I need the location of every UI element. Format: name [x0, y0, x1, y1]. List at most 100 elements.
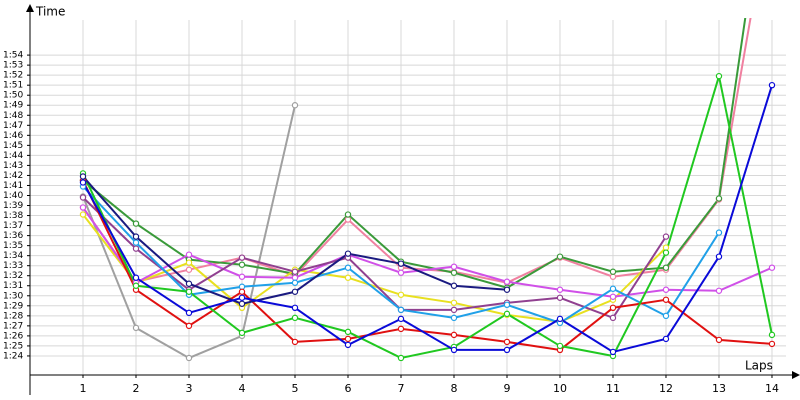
lap-marker [185, 266, 193, 273]
lap-marker [397, 325, 405, 333]
lap-marker [291, 288, 299, 295]
lap-marker [556, 342, 564, 350]
x-axis-arrow [792, 371, 800, 379]
lap-marker [662, 296, 670, 303]
lap-marker [238, 288, 246, 295]
y-tick-label: 1:37 [3, 221, 23, 231]
lap-marker [768, 81, 776, 89]
lap-marker [185, 309, 193, 317]
lap-marker [238, 329, 246, 337]
lap-marker [609, 268, 617, 275]
lap-marker [185, 259, 193, 266]
lap-marker [556, 315, 564, 323]
lap-marker [609, 314, 617, 322]
grid [30, 20, 786, 375]
lap-marker [185, 288, 193, 295]
y-tick-label: 1:47 [3, 121, 23, 131]
lap-marker [609, 293, 617, 300]
y-tick-label: 1:32 [3, 271, 23, 281]
lap-marker [291, 338, 299, 346]
lap-marker [79, 173, 87, 180]
lap-marker [79, 204, 87, 211]
y-tick-label: 1:34 [3, 251, 23, 261]
x-tick-label: 1 [79, 382, 86, 395]
lap-marker [397, 354, 405, 362]
x-tick-label: 10 [553, 382, 567, 395]
x-tick-label: 9 [503, 382, 510, 395]
lap-marker [344, 335, 352, 343]
y-tick-label: 1:25 [3, 341, 23, 351]
lap-marker [344, 341, 352, 349]
lap-marker [715, 253, 723, 260]
lap-marker [344, 328, 352, 336]
y-tick-label: 1:42 [3, 171, 23, 181]
lap-marker [768, 264, 776, 271]
y-tick-label: 1:26 [3, 331, 23, 341]
lap-marker [662, 312, 670, 320]
series-line [82, 18, 752, 284]
y-tick-label: 1:33 [3, 261, 23, 271]
lap-marker [291, 304, 299, 312]
lap-marker [344, 211, 352, 218]
lap-marker [556, 253, 564, 260]
y-tick-label: 1:29 [3, 301, 23, 311]
lap-marker [503, 301, 511, 309]
x-tick-label: 12 [659, 382, 673, 395]
lap-marker [238, 300, 246, 307]
lap-marker [397, 306, 405, 314]
y-tick-label: 1:41 [3, 181, 23, 191]
lap-marker [662, 335, 670, 343]
y-axis-title: Time [35, 5, 65, 19]
lap-marker [132, 220, 140, 227]
lap-marker [450, 306, 458, 314]
lap-marker [450, 299, 458, 306]
lap-marker [79, 211, 87, 218]
lap-marker [609, 285, 617, 292]
x-tick-label: 11 [606, 382, 620, 395]
lap-marker [662, 286, 670, 293]
y-tick-label: 1:45 [3, 141, 23, 151]
lap-marker [132, 233, 140, 240]
lap-marker [238, 294, 246, 301]
lap-marker [185, 280, 193, 287]
y-tick-label: 1:39 [3, 201, 23, 211]
series-line [82, 84, 773, 354]
y-tick-label: 1:40 [3, 191, 23, 201]
x-tick-label: 8 [450, 382, 457, 395]
y-tick-label: 1:48 [3, 111, 23, 121]
lap-marker [397, 315, 405, 323]
lap-marker [662, 249, 670, 256]
lap-marker [238, 254, 246, 261]
series-line [82, 206, 773, 298]
x-axis-title: Laps [745, 359, 773, 373]
lap-marker [503, 310, 511, 318]
lap-marker [291, 279, 299, 286]
lap-marker [662, 233, 670, 240]
lap-marker [450, 263, 458, 270]
x-tick-label: 4 [238, 382, 245, 395]
lap-marker [344, 274, 352, 281]
x-tick-label: 14 [765, 382, 779, 395]
lap-marker [609, 304, 617, 312]
x-tick-label: 3 [185, 382, 192, 395]
lap-marker [503, 278, 511, 285]
y-tick-label: 1:54 [3, 51, 23, 61]
lap-marker [238, 273, 246, 280]
lap-marker [768, 340, 776, 348]
y-tick-label: 1:52 [3, 71, 23, 81]
lap-marker [503, 286, 511, 293]
lap-marker [291, 314, 299, 322]
lap-marker [556, 294, 564, 301]
y-tick-label: 1:38 [3, 211, 23, 221]
lap-marker [185, 322, 193, 330]
y-tick-label: 1:50 [3, 91, 23, 101]
y-tick-label: 1:24 [3, 351, 23, 361]
lap-marker [132, 239, 140, 246]
lap-marker [715, 287, 723, 294]
series-line [82, 75, 773, 360]
lap-marker [715, 229, 723, 236]
lap-marker [662, 264, 670, 271]
y-axis-arrow [26, 4, 34, 12]
y-tick-label: 1:36 [3, 231, 23, 241]
